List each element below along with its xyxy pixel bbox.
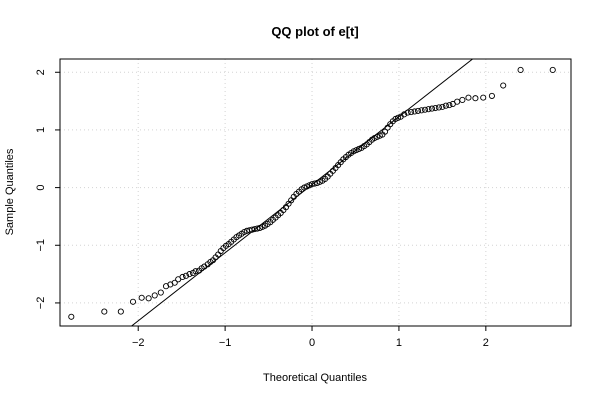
- data-point: [414, 107, 422, 114]
- data-point: [171, 279, 178, 286]
- data-point: [446, 102, 453, 109]
- grid: [60, 59, 571, 326]
- data-point: [421, 106, 429, 113]
- x-tick-label: 2: [483, 337, 489, 349]
- data-point: [442, 102, 449, 109]
- data-point: [439, 103, 446, 110]
- data-point: [488, 92, 495, 99]
- data-point: [432, 104, 439, 112]
- data-point: [428, 105, 436, 112]
- data-point: [408, 109, 415, 116]
- plot-frame: [59, 58, 572, 327]
- data-point: [418, 107, 425, 114]
- y-tick-label: −2: [35, 297, 47, 310]
- data-point: [404, 109, 411, 116]
- data-point: [472, 95, 479, 102]
- x-axis-label: Theoretical Quantiles: [263, 372, 367, 384]
- reference-line: [130, 59, 474, 326]
- data-point: [182, 272, 190, 279]
- reference-line-layer: [130, 59, 474, 326]
- data-point: [157, 289, 164, 296]
- y-axis-label: Sample Quantiles: [4, 148, 16, 235]
- data-point: [425, 106, 432, 113]
- y-tick-label: 1: [35, 127, 47, 133]
- y-tick-label: 2: [35, 69, 47, 75]
- data-point: [480, 94, 487, 101]
- data-point: [454, 98, 461, 105]
- data-point: [138, 294, 145, 301]
- points-layer: [68, 66, 556, 320]
- data-point: [500, 82, 507, 89]
- y-axis: −2 −1 0 1 2: [35, 69, 60, 309]
- data-point: [101, 308, 108, 315]
- y-tick-label: 0: [35, 185, 47, 191]
- x-tick-label: −1: [219, 337, 232, 349]
- x-axis: −2 −1 0 1 2: [132, 326, 489, 349]
- x-tick-label: 0: [309, 337, 315, 349]
- x-tick-label: 1: [396, 337, 402, 349]
- data-point: [459, 96, 466, 103]
- data-point: [186, 271, 193, 278]
- y-tick-label: −1: [35, 239, 47, 252]
- data-point: [288, 197, 295, 204]
- data-point: [129, 298, 137, 305]
- data-point: [285, 200, 292, 207]
- data-point: [311, 180, 318, 187]
- x-tick-label: −2: [132, 337, 145, 349]
- data-point: [411, 108, 418, 115]
- data-point: [145, 295, 152, 302]
- chart-title: QQ plot of e[t]: [271, 24, 358, 39]
- data-point: [151, 292, 158, 299]
- data-point: [549, 66, 556, 74]
- data-point: [192, 268, 199, 275]
- data-point: [517, 66, 524, 74]
- data-point: [68, 313, 75, 320]
- data-point: [254, 225, 261, 232]
- data-point: [435, 104, 442, 111]
- data-point: [179, 273, 186, 281]
- data-point: [465, 94, 472, 101]
- data-point: [117, 308, 124, 315]
- data-point: [401, 111, 408, 118]
